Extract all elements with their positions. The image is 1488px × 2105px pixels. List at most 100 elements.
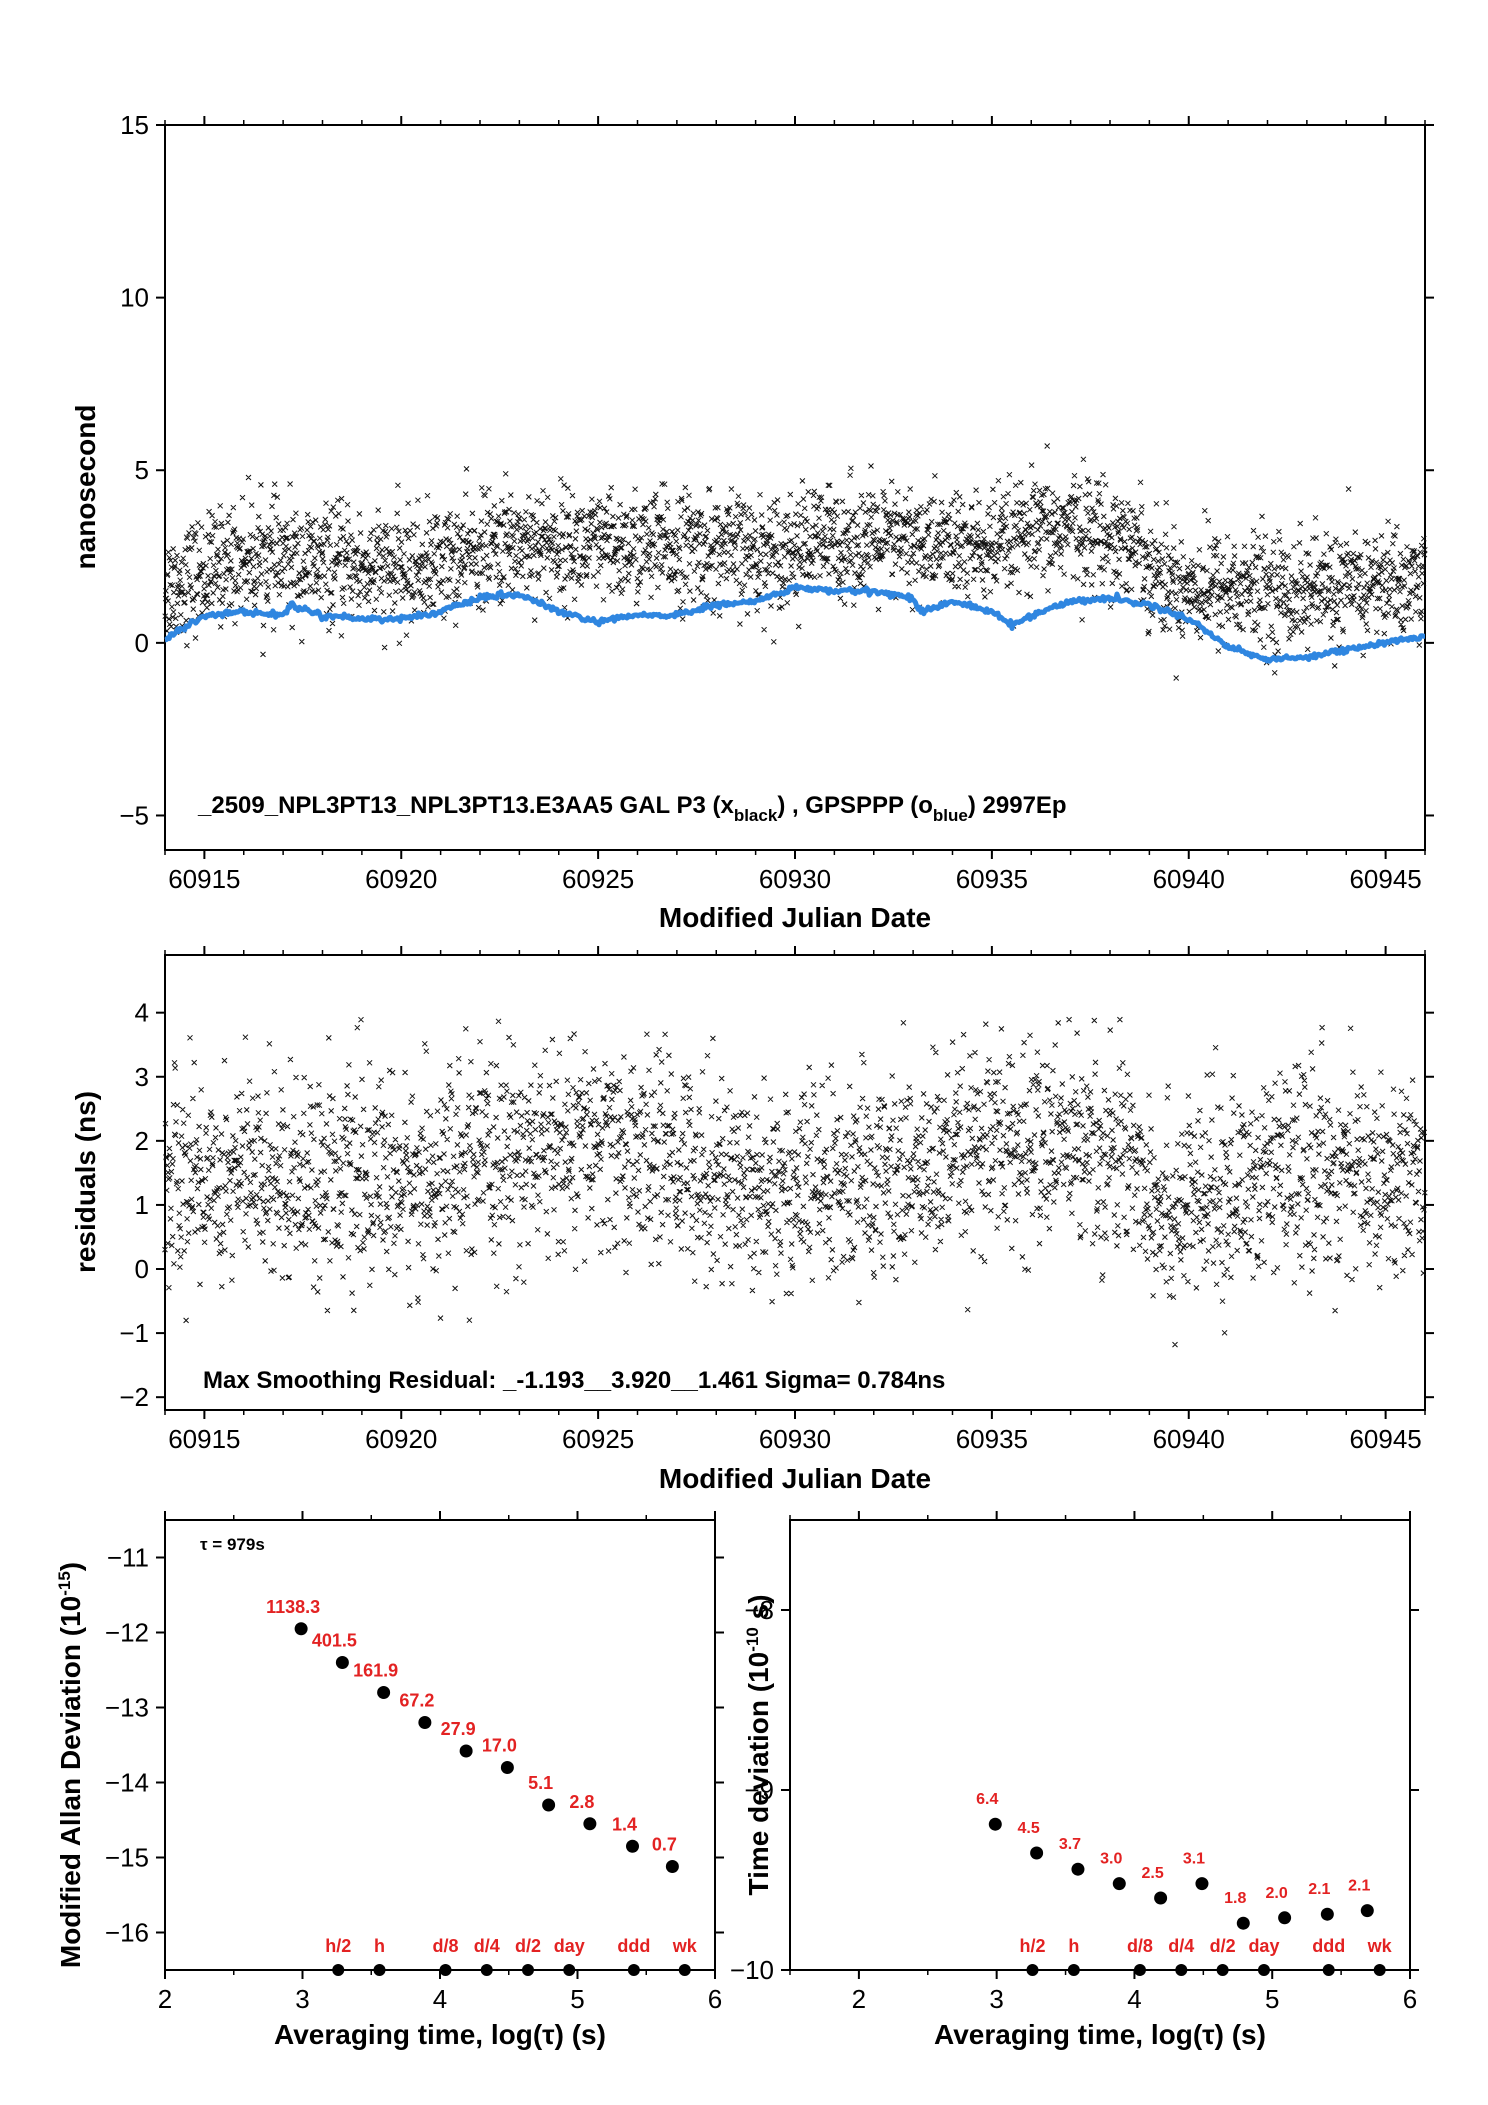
x-tick-label: 4: [1127, 1984, 1141, 2014]
deviation-point: [626, 1839, 639, 1853]
x-tick-label: 60945: [1349, 864, 1421, 894]
x-tick-label: 60930: [759, 864, 831, 894]
deviation-point: [1236, 1916, 1250, 1930]
annotation-middle: ) , GPSPPP (o: [777, 792, 933, 819]
x-tick-label: 6: [1403, 1984, 1417, 2014]
deviation-value-label: 3.1: [1183, 1851, 1205, 1868]
tdev-axes: 2 3 4 5 6 −10 −9 −8: [730, 1511, 1419, 2014]
interval-marker-label: d/2: [515, 1936, 541, 1956]
deviation-value-label: 2.1: [1348, 1878, 1370, 1895]
deviation-value-label: 1138.3: [266, 1597, 320, 1617]
tdev-plot-frame: [789, 1519, 1411, 1971]
interval-marker-label: d/8: [432, 1936, 458, 1956]
deviation-point: [335, 1656, 349, 1669]
y-tick-label: 4: [135, 998, 149, 1028]
deviation-point: [1360, 1904, 1374, 1918]
deviation-point: [1195, 1877, 1209, 1891]
annotation-suffix: ) 2997Ep: [968, 792, 1067, 819]
x-tick-label: 60940: [1153, 1424, 1225, 1454]
deviation-point: [377, 1686, 391, 1699]
y-tick-label: −10: [730, 1955, 774, 1985]
middle-data-layer: [162, 1016, 1428, 1348]
deviation-value-label: 401.5: [312, 1631, 357, 1651]
tdev-panel: 2 3 4 5 6 −10 −9 −8 6.4 4.5 3.7 3.0 2.5 3.1 1.8 2.0 2.1…: [730, 1511, 1419, 2050]
interval-marker-label: h/2: [325, 1936, 351, 1956]
interval-marker-label: ddd: [617, 1936, 650, 1956]
deviation-value-label: 0.7: [652, 1835, 677, 1855]
mdev-y-axis-label: Modified Allan Deviation (10-15): [55, 1562, 86, 1968]
deviation-value-label: 2.1: [1308, 1881, 1330, 1898]
y-tick-label: −11: [107, 1543, 149, 1573]
x-tick-label: 2: [158, 1984, 172, 2014]
middle-y-axis-label: residuals (ns): [70, 1091, 101, 1273]
deviation-point: [294, 1622, 308, 1636]
interval-marker-dot: [1133, 1964, 1146, 1976]
tdev-x-axis-label: Averaging time, log(τ) (s): [934, 2019, 1266, 2050]
x-tick-label: 60935: [956, 864, 1028, 894]
x-tick-label: 4: [433, 1984, 447, 2014]
y-tick-label: 2: [135, 1126, 149, 1156]
mdev-panel: 2 3 4 5 6 −16 −15 −14 −13 −12 −11 1138.3 401.5 161.9…: [55, 1511, 724, 2050]
interval-marker-dot: [480, 1964, 493, 1976]
deviation-value-label: 2.5: [1141, 1865, 1163, 1882]
y-tick-label: 15: [120, 110, 149, 140]
interval-marker-label: ddd: [1312, 1936, 1345, 1956]
interval-marker-label: h: [374, 1936, 385, 1956]
annotation-sub-blue: blue: [933, 806, 968, 825]
tdev-ylabel-main: Time deviation (10: [743, 1652, 774, 1896]
deviation-value-label: 1.8: [1224, 1890, 1246, 1907]
interval-marker-dot: [522, 1964, 534, 1976]
deviation-point: [1030, 1846, 1044, 1860]
interval-marker-dot: [1216, 1964, 1229, 1976]
y-tick-label: 1: [135, 1190, 149, 1220]
interval-marker-label: wk: [672, 1936, 698, 1956]
y-tick-label: 5: [135, 455, 149, 485]
y-tick-label: −1: [119, 1318, 149, 1348]
x-tick-label: 5: [1265, 1984, 1279, 2014]
x-tick-label: 3: [295, 1984, 309, 2014]
deviation-point: [418, 1716, 432, 1729]
deviation-point: [1154, 1891, 1168, 1905]
middle-x-axis-label: Modified Julian Date: [659, 1463, 931, 1494]
middle-annotation: Max Smoothing Residual: _-1.193__3.920__…: [203, 1367, 945, 1394]
mdev-axes: 2 3 4 5 6 −16 −15 −14 −13 −12 −11: [105, 1511, 724, 2014]
interval-marker-label: d/4: [1168, 1936, 1194, 1956]
y-tick-label: −5: [119, 800, 149, 830]
y-tick-label: −15: [105, 1843, 149, 1873]
tau-note: τ = 979s: [200, 1535, 265, 1554]
interval-marker-dot: [1067, 1964, 1080, 1976]
deviation-point: [500, 1761, 514, 1774]
deviation-value-label: 17.0: [482, 1736, 517, 1756]
interval-marker-dot: [627, 1964, 640, 1976]
annotation-prefix: _2509_NPL3PT13_NPL3PT13.E3AA5 GAL P3 (x: [197, 792, 734, 819]
x-tick-label: 60915: [168, 1424, 240, 1454]
interval-marker-label: d/4: [474, 1936, 500, 1956]
residual-x-series: [162, 1016, 1428, 1348]
y-tick-label: −16: [105, 1918, 149, 1948]
interval-marker-label: day: [1248, 1936, 1279, 1956]
deviation-value-label: 2.8: [569, 1792, 594, 1812]
deviation-value-label: 3.7: [1059, 1836, 1081, 1853]
interval-marker-dot: [1322, 1964, 1335, 1976]
tdev-ylabel-exponent: -10: [743, 1627, 762, 1652]
interval-marker-dot: [1175, 1964, 1188, 1976]
deviation-point: [1112, 1877, 1126, 1891]
deviation-point: [665, 1860, 679, 1873]
interval-marker-dot: [332, 1964, 345, 1976]
deviation-value-label: 4.5: [1017, 1820, 1039, 1837]
x-tick-label: 60930: [759, 1424, 831, 1454]
y-tick-label: −13: [105, 1693, 149, 1723]
deviation-point: [1071, 1862, 1085, 1876]
interval-marker-label: wk: [1367, 1936, 1393, 1956]
interval-marker-dot: [1373, 1964, 1386, 1976]
x-tick-label: 6: [708, 1984, 722, 2014]
deviation-value-label: 5.1: [528, 1773, 553, 1793]
interval-marker-dot: [1257, 1964, 1270, 1976]
tdev-data-layer: 6.4 4.5 3.7 3.0 2.5 3.1 1.8 2.0 2.1 2.1 h/2 h d/8 d/4…: [976, 1791, 1393, 1976]
annotation-sub-black: black: [734, 806, 778, 825]
deviation-value-label: 3.0: [1100, 1851, 1122, 1868]
interval-marker-label: h: [1068, 1936, 1079, 1956]
y-tick-label: −2: [119, 1382, 149, 1412]
top-panel: 60915 60920 60925 60930 60935 60940 60945 −5 0 5 1…: [70, 110, 1434, 933]
